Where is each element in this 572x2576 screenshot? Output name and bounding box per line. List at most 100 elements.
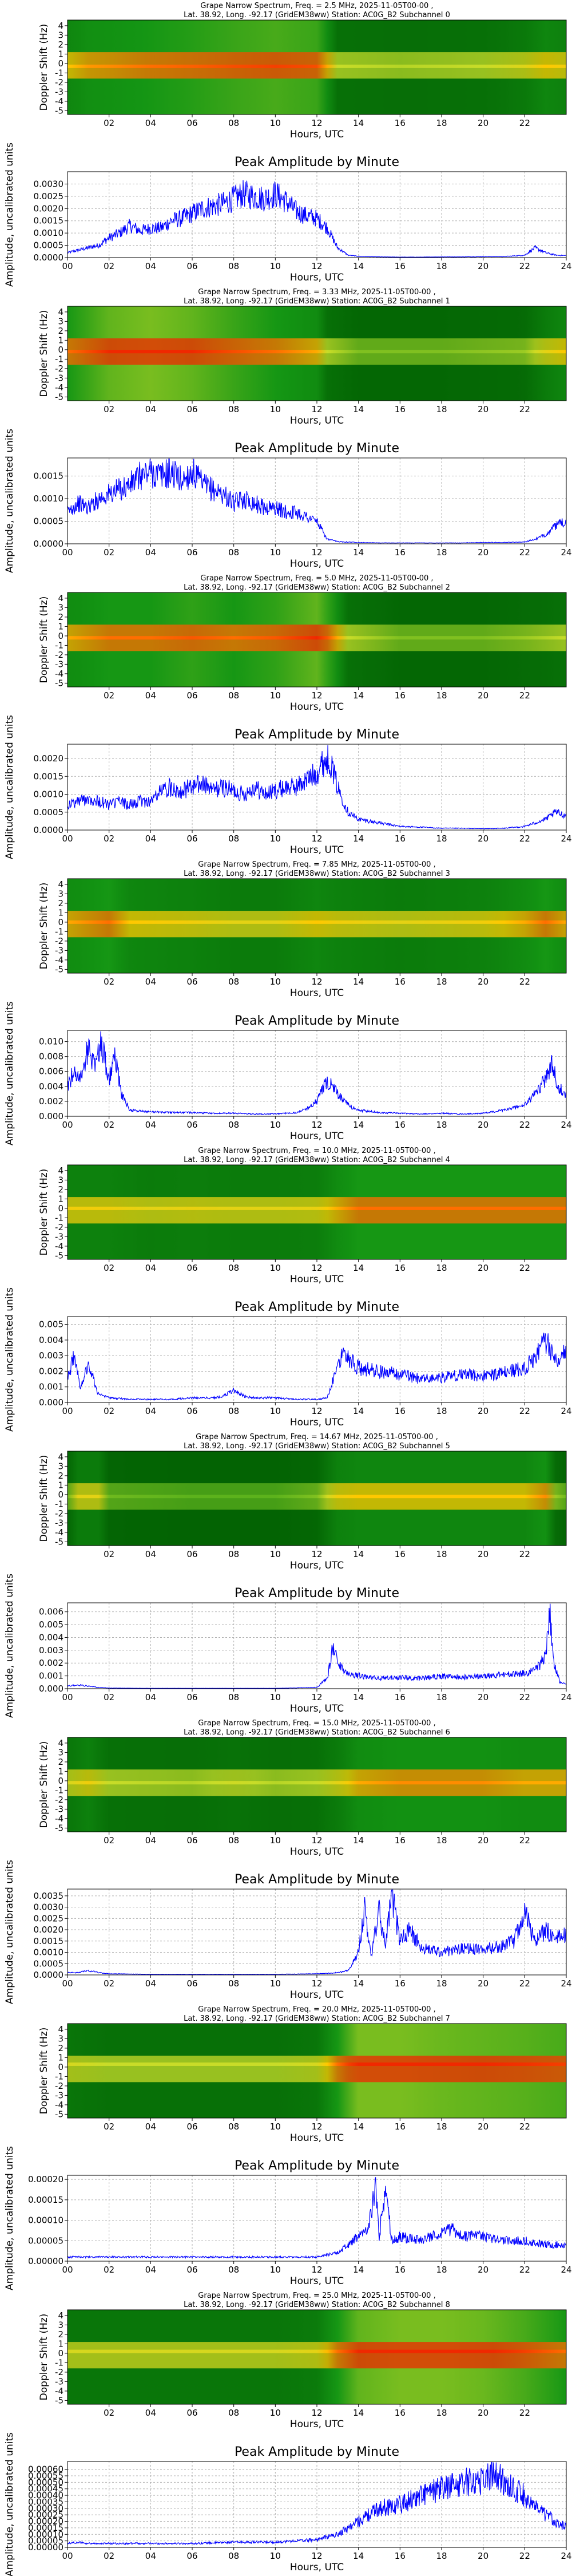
spectrum-ytick-label: -1 (55, 354, 63, 364)
amplitude-xtick-label: 02 (104, 547, 114, 558)
spectrum-xtick-label: 14 (353, 118, 364, 128)
amplitude-title: Peak Amplitude by Minute (235, 1300, 399, 1314)
spectrum-ytick-label: 2 (58, 326, 63, 336)
amplitude-ytick-label: 0.002 (39, 1366, 63, 1376)
spectrum-xtick-label: 14 (353, 1835, 364, 1846)
spectrum-ytick-label: 0 (58, 917, 63, 927)
channel-6: Grape Narrow Spectrum, Freq. = 15.0 MHz,… (4, 1719, 572, 2004)
amplitude-xtick-label: 24 (561, 1120, 571, 1130)
amplitude-xtick-label: 14 (353, 833, 364, 844)
amplitude-ytick-label: 0.00005 (28, 2536, 63, 2546)
amplitude-xtick-label: 04 (145, 2551, 156, 2561)
amplitude-xtick-label: 22 (519, 261, 530, 271)
spectrum-xtick-label: 04 (145, 404, 156, 414)
spectrum-title-line1: Grape Narrow Spectrum, Freq. = 20.0 MHz,… (198, 2005, 435, 2014)
amplitude-xlabel: Hours, UTC (290, 2275, 344, 2287)
spectrum-xtick-label: 10 (270, 404, 281, 414)
amplitude-ytick-label: 0.0020 (34, 1925, 64, 1935)
spectrum-ytick-label: -3 (55, 1231, 63, 1242)
spectrum-ytick-label: -5 (55, 105, 63, 116)
amplitude-ytick-label: 0.00010 (28, 2215, 63, 2226)
spectrum-xtick-label: 14 (353, 2408, 364, 2418)
amplitude-ytick-label: 0.00030 (28, 2503, 63, 2514)
amplitude-xtick-label: 04 (145, 1120, 156, 1130)
amplitude-xtick-label: 02 (104, 833, 114, 844)
amplitude-ytick-label: 0.0005 (34, 240, 64, 251)
amplitude-xtick-label: 04 (145, 1978, 156, 1989)
amplitude-xtick-label: 18 (436, 261, 447, 271)
spectrum-xtick-label: 12 (311, 1263, 322, 1273)
spectrum-ytick-label: -2 (55, 1222, 63, 1232)
amplitude-frame (67, 1888, 567, 1976)
channel-8: Grape Narrow Spectrum, Freq. = 25.0 MHz,… (4, 2291, 572, 2576)
spectrum-ytick-label: 2 (58, 1757, 63, 1767)
amplitude-xtick-label: 10 (270, 1406, 281, 1416)
amplitude-ytick-label: 0.003 (39, 1350, 63, 1361)
spectrum-xtick-label: 22 (519, 1835, 530, 1846)
spectrum-xtick-label: 08 (228, 977, 239, 987)
spectrum-ytick-label: 0 (58, 1776, 63, 1786)
amplitude-xtick-label: 08 (228, 1978, 239, 1989)
amplitude-ytick-label: 0.008 (39, 1052, 63, 1062)
amplitude-ylabel: Amplitude, uncalibrated units (4, 1860, 15, 2004)
spectrum-xtick-label: 20 (478, 977, 488, 987)
amplitude-xtick-label: 04 (145, 2265, 156, 2275)
channel-1: Grape Narrow Spectrum, Freq. = 3.33 MHz,… (4, 288, 572, 573)
spectrum-ytick-label: 2 (58, 1184, 63, 1195)
amplitude-xtick-label: 00 (62, 2551, 73, 2561)
spectrum-xtick-label: 14 (353, 690, 364, 701)
amplitude-xlabel: Hours, UTC (290, 1131, 344, 1142)
amplitude-title: Peak Amplitude by Minute (235, 1872, 399, 1887)
amplitude-xtick-label: 16 (395, 1120, 406, 1130)
amplitude-xtick-label: 16 (395, 1978, 406, 1989)
spectrum-ytick-label: 2 (58, 898, 63, 908)
spectrum-xtick-label: 10 (270, 690, 281, 701)
amplitude-xtick-label: 10 (270, 1978, 281, 1989)
amplitude-ytick-label: 0.0010 (34, 789, 64, 800)
amplitude-xtick-label: 00 (62, 1692, 73, 1702)
amplitude-ytick-label: 0.0015 (34, 771, 64, 781)
spectrum-ytick-label: -2 (55, 2367, 63, 2377)
spectrum-xtick-label: 18 (436, 404, 447, 414)
amplitude-ylabel: Amplitude, uncalibrated units (4, 2432, 15, 2576)
channel-5: Grape Narrow Spectrum, Freq. = 14.67 MHz… (4, 1433, 572, 1718)
spectrum-xtick-label: 10 (270, 1549, 281, 1559)
spectrogram-carrier-line (67, 636, 566, 640)
amplitude-ytick-label: 0.00010 (28, 2529, 63, 2539)
spectrum-xtick-label: 06 (186, 1549, 197, 1559)
spectrum-ytick-label: 0 (58, 2062, 63, 2072)
channel-3: Grape Narrow Spectrum, Freq. = 7.85 MHz,… (4, 860, 572, 1145)
spectrum-xtick-label: 04 (145, 2408, 156, 2418)
amplitude-panel: Peak Amplitude by Minute 00 02 04 06 08 10 12 14… (4, 143, 572, 287)
spectrogram-carrier-line (67, 2349, 566, 2353)
amplitude-xtick-label: 12 (311, 1692, 322, 1702)
spectrum-xtick-label: 16 (395, 404, 406, 414)
spectrum-ytick-label: 1 (58, 49, 63, 59)
amplitude-ytick-label: 0.0015 (34, 216, 64, 226)
spectrum-ytick-label: 3 (58, 602, 63, 613)
amplitude-xtick-label: 02 (104, 1978, 114, 1989)
spectrum-ytick-label: -4 (55, 669, 63, 679)
amplitude-ytick-label: 0.002 (39, 1096, 63, 1107)
spectrum-title-line1: Grape Narrow Spectrum, Freq. = 10.0 MHz,… (198, 1147, 435, 1155)
amplitude-frame (67, 171, 567, 258)
amplitude-xtick-label: 12 (311, 1120, 322, 1130)
amplitude-xtick-label: 20 (478, 1120, 488, 1130)
amplitude-ytick-label: 0.00025 (28, 2510, 63, 2520)
amplitude-ytick-label: 0.0000 (34, 1970, 64, 1980)
spectrum-xtick-label: 02 (104, 977, 114, 987)
amplitude-ytick-label: 0.000 (39, 1111, 63, 1121)
spectrum-xtick-label: 22 (519, 690, 530, 701)
spectrum-ytick-label: 3 (58, 316, 63, 326)
spectrum-xtick-label: 22 (519, 977, 530, 987)
spectrum-ytick-label: 2 (58, 2329, 63, 2340)
amplitude-xtick-label: 18 (436, 1978, 447, 1989)
amplitude-xtick-label: 04 (145, 547, 156, 558)
amplitude-xtick-label: 20 (478, 2265, 488, 2275)
amplitude-title: Peak Amplitude by Minute (235, 441, 399, 456)
amplitude-xtick-label: 24 (561, 833, 571, 844)
